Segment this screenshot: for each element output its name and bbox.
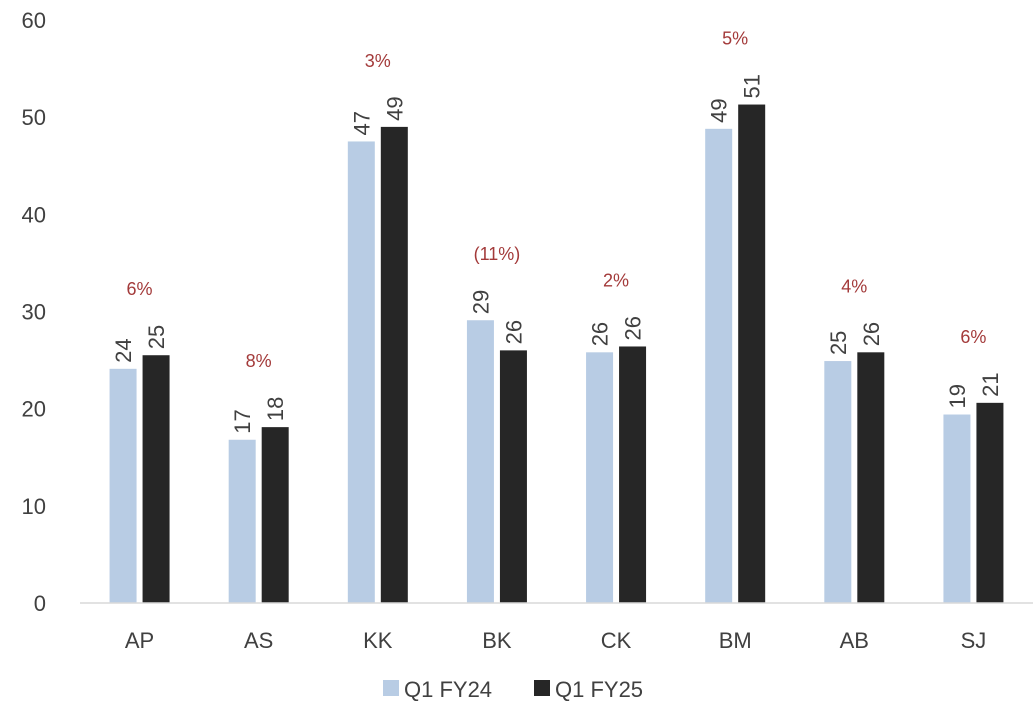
value-labels: 24 25 17 18 47 49 29 26 26 26 49 51 25 26 19 21 — [111, 74, 1003, 434]
y-tick-label: 0 — [34, 591, 46, 616]
value-label: 26 — [859, 322, 884, 346]
y-tick-label: 20 — [22, 397, 46, 422]
growth-labels: 6% 8% 3% (11%) 2% 5% 4% 6% — [127, 29, 987, 372]
legend-label-q1-fy25: Q1 FY25 — [555, 677, 643, 701]
bar-kk-series-1 — [380, 126, 408, 603]
bar-ck-series-0 — [586, 352, 614, 603]
value-label: 21 — [978, 372, 1003, 396]
bar-ck-series-1 — [619, 346, 647, 603]
y-tick-label: 60 — [22, 8, 46, 33]
growth-label: 4% — [841, 276, 867, 296]
bar-ab-series-1 — [857, 352, 885, 603]
growth-label: 8% — [246, 351, 272, 371]
bar-bm-series-1 — [738, 104, 766, 603]
y-tick-label: 50 — [22, 105, 46, 130]
y-tick-label: 30 — [22, 300, 46, 325]
legend-label-q1-fy24: Q1 FY24 — [404, 677, 492, 701]
bar-ap-series-1 — [142, 355, 170, 603]
bar-bm-series-0 — [705, 128, 733, 603]
x-axis: AP AS KK BK CK BM AB SJ — [125, 628, 986, 653]
value-label: 18 — [263, 397, 288, 421]
bar-as-series-1 — [261, 427, 289, 603]
growth-label: 6% — [127, 279, 153, 299]
value-label: 26 — [621, 316, 646, 340]
legend-swatch-q1-fy24 — [383, 680, 399, 696]
bar-bk-series-0 — [466, 320, 494, 603]
growth-label: 5% — [722, 29, 748, 49]
value-label: 25 — [144, 325, 169, 349]
x-tick-label: AB — [840, 628, 869, 653]
growth-label: (11%) — [474, 244, 521, 264]
value-label: 49 — [707, 98, 732, 122]
x-tick-label: BK — [482, 628, 512, 653]
value-label: 25 — [826, 331, 851, 355]
x-tick-label: AS — [244, 628, 273, 653]
bar-sj-series-0 — [943, 414, 971, 603]
y-tick-label: 40 — [22, 202, 46, 227]
growth-label: 2% — [603, 270, 629, 290]
legend-swatch-q1-fy25 — [534, 680, 550, 696]
value-label: 29 — [468, 290, 493, 314]
bar-ap-series-0 — [109, 368, 137, 603]
x-tick-label: SJ — [961, 628, 987, 653]
x-tick-label: BM — [719, 628, 752, 653]
x-tick-label: CK — [601, 628, 632, 653]
y-axis: 0 10 20 30 40 50 60 — [22, 8, 46, 616]
value-label: 51 — [740, 74, 765, 98]
bar-as-series-0 — [228, 439, 256, 603]
bar-ab-series-0 — [824, 361, 852, 603]
growth-label: 6% — [960, 327, 986, 347]
y-tick-label: 10 — [22, 494, 46, 519]
growth-label: 3% — [365, 51, 391, 71]
x-tick-label: KK — [363, 628, 393, 653]
value-label: 26 — [501, 320, 526, 344]
value-label: 24 — [111, 338, 136, 362]
bar-sj-series-1 — [976, 402, 1004, 603]
bar-kk-series-0 — [347, 141, 375, 604]
value-label: 19 — [945, 384, 970, 408]
x-tick-label: AP — [125, 628, 154, 653]
legend: Q1 FY24 Q1 FY25 — [383, 677, 643, 701]
value-label: 26 — [588, 322, 613, 346]
value-label: 49 — [382, 96, 407, 120]
value-label: 47 — [349, 111, 374, 135]
bar-bk-series-1 — [499, 350, 527, 603]
bars — [109, 104, 1004, 604]
value-label: 17 — [230, 409, 255, 433]
